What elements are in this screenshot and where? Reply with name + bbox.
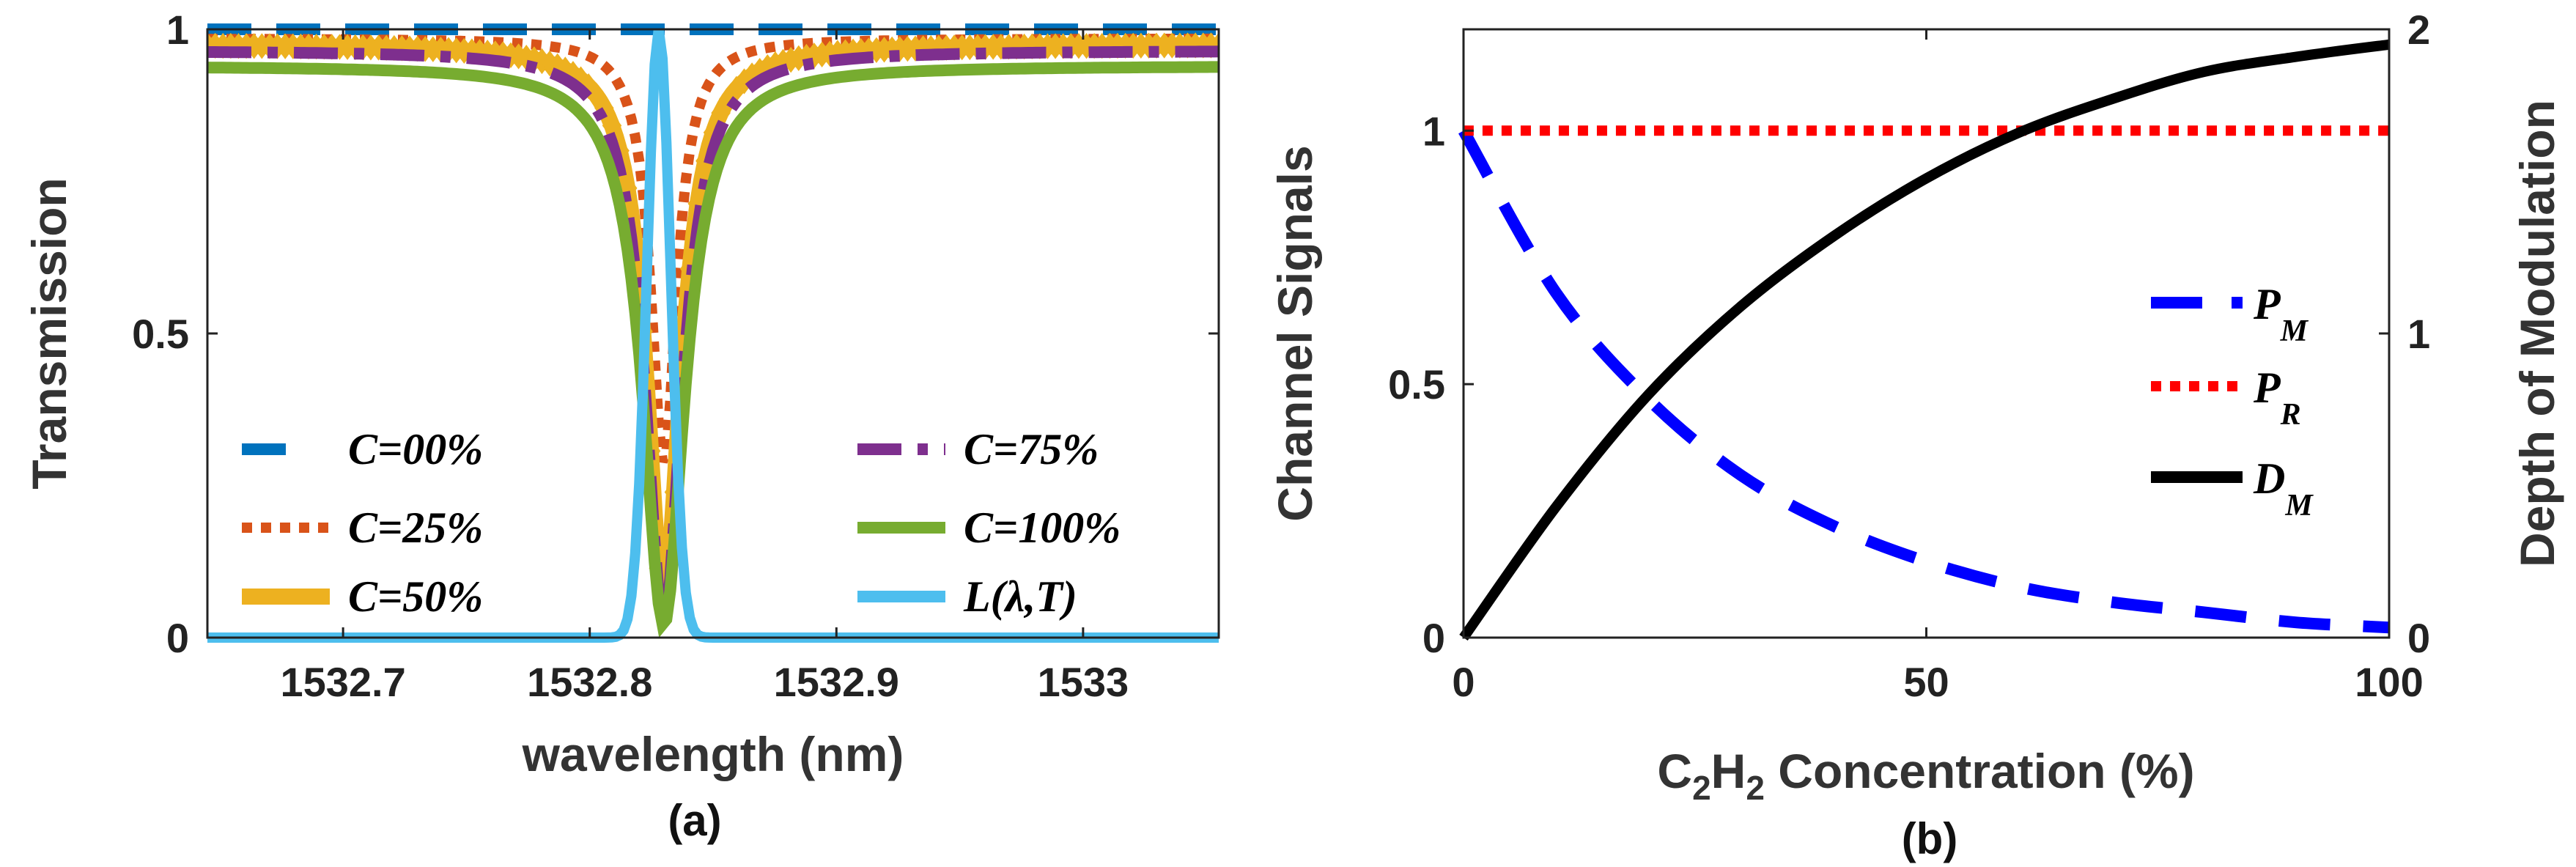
legend-label-c-75: C=75% [964,425,1099,473]
legend-label-c-50: C=50% [348,572,483,621]
panel-b-xlabel-sub1: 2 [1692,769,1711,807]
y-tick-label-left: 1 [1422,108,1445,154]
legend-label-l-t: L(λ,T) [963,572,1077,621]
legend-label-c-00: C=00% [348,425,483,473]
legend-label-math: C [348,572,378,621]
legend-label-math: C [348,425,378,473]
y-tick-label-right: 0 [2407,615,2430,661]
x-tick-label: 50 [1903,659,1949,705]
legend-label-d-m: DM [2253,454,2314,523]
panel-b-xlabel: C2H2 Concentration (%) [1657,744,2194,807]
legend-label-math: C [348,503,378,552]
panel-a-ylabel: Transmission [22,177,76,490]
legend-label-p-r: PR [2253,364,2301,432]
panel-b-label: (b) [1902,814,1958,863]
panel-b-xlabel-rest: Concentration (%) [1765,744,2195,798]
series-line-c-25 [207,33,1219,464]
x-tick-label: 100 [2355,659,2423,705]
panel-b-axes-box [1462,28,2391,639]
legend-label-rest: =25% [377,503,483,552]
x-tick-label: 1532.9 [774,659,899,705]
y-tick-label-right: 1 [2407,311,2430,357]
panel-b-xlabel-h: H [1711,744,1746,798]
legend-label-rest: =50% [377,572,483,621]
panel-a-ticks: 1532.7 1532.8 1532.9 1533 0 0.5 1 [132,7,1219,705]
legend-label-sub: M [2280,314,2309,348]
legend-label-c-100: C=100% [964,503,1121,552]
legend-label-c-25: C=25% [348,503,483,552]
legend-label-rest: =100% [993,503,1121,552]
y-tick-label-left: 0 [1422,615,1445,661]
series-line-c-100 [207,61,1219,638]
panel-a-label: (a) [668,796,721,845]
legend-label-rest: =75% [993,425,1099,473]
x-tick-label: 1533 [1038,659,1129,705]
legend-label-math: C [964,503,994,552]
legend-label-main: D [2253,454,2285,503]
legend-label-math: C [964,425,994,473]
panel-b-ylabel-right: Depth of Modulation [2510,100,2564,567]
panel-b-xlabel-sub2: 2 [1746,769,1765,807]
legend-label-main: P [2253,364,2281,412]
y-tick-label: 0.5 [132,311,189,357]
series-line-p-m [1458,128,2390,634]
panel-b-ylabel-left: Channel Signals [1268,145,1322,521]
legend-label-sub: M [2284,489,2314,523]
x-tick-label: 0 [1452,659,1475,705]
panel-b-xlabel-c: C [1657,744,1692,798]
panel-a-xlabel: wavelength (nm) [522,727,904,781]
series-line-c-75 [207,45,1219,638]
y-tick-label: 0 [166,615,189,661]
y-tick-label-left: 0.5 [1388,361,1445,407]
y-tick-label-right: 2 [2407,7,2430,53]
legend-label-math: L(λ,T) [963,572,1077,621]
legend-label-sub: R [2280,398,2301,432]
panel-a-legend: C=00%C=25%C=50%C=75%C=100%L(λ,T) [242,425,1121,621]
x-tick-label: 1532.7 [280,659,405,705]
panel-b-plot-area [1458,39,2390,641]
legend-label-p-m: PM [2253,280,2309,348]
legend-label-rest: =00% [377,425,483,473]
series-line-d-m [1459,39,2390,641]
legend-label-main: P [2253,280,2281,328]
x-tick-label: 1532.8 [527,659,652,705]
y-tick-label: 1 [166,7,189,53]
